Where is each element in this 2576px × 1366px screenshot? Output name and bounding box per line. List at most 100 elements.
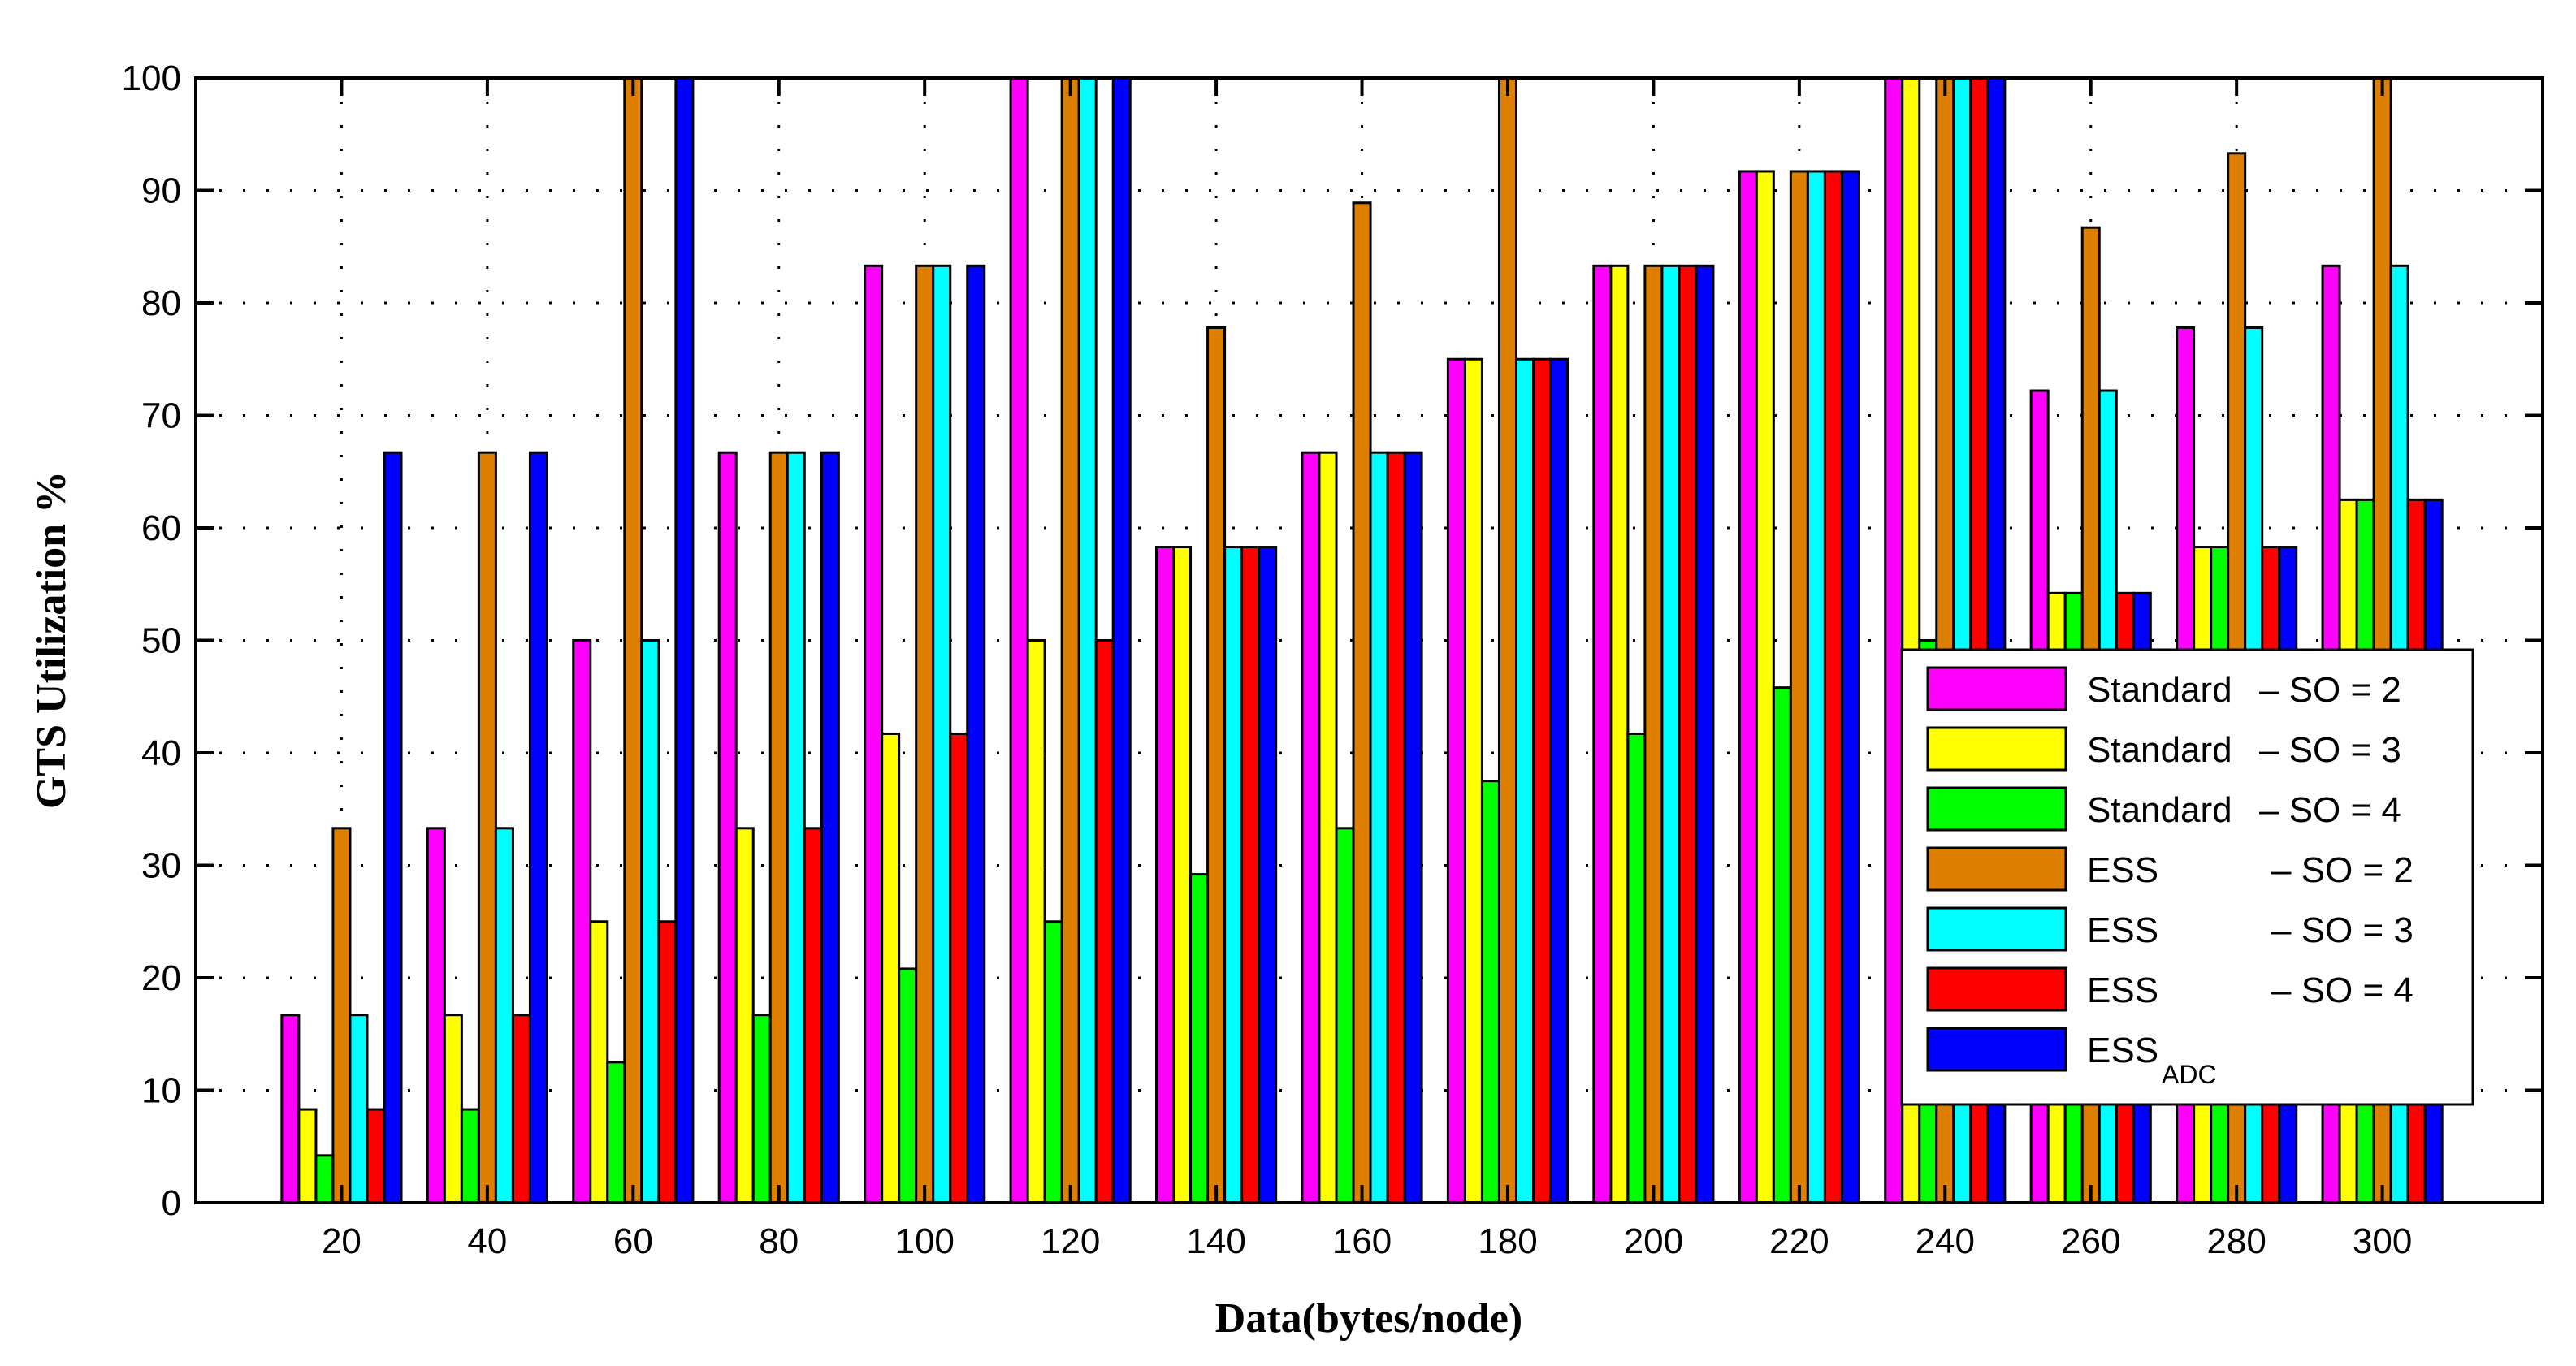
bar [477, 451, 497, 1204]
x-tick-label: 140 [1186, 1221, 1245, 1261]
bar [1206, 326, 1227, 1204]
bar [932, 264, 952, 1204]
x-tick-label: 220 [1769, 1221, 1829, 1261]
bar [1369, 451, 1389, 1204]
bar [511, 1014, 531, 1204]
bar [528, 451, 548, 1204]
x-tick-label: 180 [1478, 1221, 1537, 1261]
bar [966, 264, 986, 1204]
bar [331, 827, 352, 1204]
legend-label-subscript: ADC [2162, 1060, 2217, 1089]
x-tick-label: 300 [2353, 1221, 2412, 1261]
legend-swatch [1926, 846, 2067, 892]
y-tick-label: 40 [141, 733, 181, 773]
bar [1480, 780, 1500, 1204]
bar [1060, 76, 1080, 1204]
x-tick-label: 20 [322, 1221, 362, 1261]
bar [915, 264, 935, 1204]
legend-label: ESS [2087, 910, 2158, 950]
y-tick-label: 70 [141, 396, 181, 436]
bar [1695, 264, 1715, 1204]
bar [1823, 170, 1843, 1204]
bar [1155, 546, 1175, 1204]
bar [881, 732, 901, 1204]
bar [1497, 76, 1517, 1204]
x-tick-label: 240 [1916, 1221, 1975, 1261]
legend-swatch [1926, 906, 2067, 952]
y-tick-label: 20 [141, 958, 181, 998]
legend: Standard – SO = 2 Standard – SO = 3 Standard… [1900, 648, 2474, 1106]
legend-label-suffix: – SO = 2 [2271, 850, 2414, 890]
y-tick-label: 50 [141, 621, 181, 661]
bar [734, 827, 755, 1204]
bar [717, 451, 738, 1204]
x-tick-label: 60 [613, 1221, 653, 1261]
bar [949, 732, 969, 1204]
bar [1660, 264, 1681, 1204]
bar [1840, 170, 1860, 1204]
x-tick-label: 280 [2206, 1221, 2266, 1261]
bar [898, 967, 918, 1204]
bar [297, 1108, 318, 1204]
bar [366, 1108, 386, 1204]
legend-swatch [1926, 726, 2067, 772]
bar [1884, 76, 1904, 1204]
legend-label-suffix: – SO = 4 [2259, 790, 2401, 830]
bar [1172, 546, 1193, 1204]
legend-label-suffix: – SO = 4 [2271, 970, 2414, 1010]
legend-label: Standard [2087, 670, 2232, 710]
legend-label: Standard [2087, 790, 2232, 830]
x-tick-label: 100 [894, 1221, 954, 1261]
bar [623, 76, 643, 1204]
bar [1009, 76, 1029, 1204]
bar [1026, 639, 1046, 1204]
bar [1609, 264, 1630, 1204]
bar [1111, 76, 1132, 1204]
bar [383, 451, 403, 1204]
x-tick-label: 40 [467, 1221, 507, 1261]
legend-label-suffix: – SO = 2 [2259, 670, 2401, 710]
bar [1678, 264, 1698, 1204]
y-tick-label: 60 [141, 508, 181, 548]
bar [1335, 827, 1355, 1204]
bar [280, 1014, 301, 1204]
bar [1318, 451, 1338, 1204]
bar [460, 1108, 480, 1204]
bar [751, 1014, 772, 1204]
bar [349, 1014, 369, 1204]
bar [314, 1154, 335, 1204]
legend-swatch [1926, 666, 2067, 711]
bar [494, 827, 514, 1204]
bar [1643, 264, 1664, 1204]
y-tick-label: 80 [141, 283, 181, 323]
bar [1549, 357, 1569, 1204]
bar [1223, 546, 1244, 1204]
bar [1386, 451, 1406, 1204]
y-tick-label: 10 [141, 1071, 181, 1111]
y-axis-tick-labels: 0 10 20 30 40 50 60 70 80 90 100 [122, 58, 181, 1223]
bar [1514, 357, 1535, 1204]
bar [864, 264, 884, 1204]
bar [1077, 76, 1098, 1204]
bar [1258, 546, 1278, 1204]
y-tick-label: 90 [141, 171, 181, 211]
bar [1755, 170, 1775, 1204]
legend-label-suffix: – SO = 3 [2259, 730, 2401, 770]
bar [1626, 732, 1647, 1204]
bar [606, 1061, 626, 1204]
bar [572, 639, 592, 1204]
legend-swatch [1926, 786, 2067, 832]
bar [1094, 639, 1115, 1204]
x-tick-label: 120 [1041, 1221, 1100, 1261]
bar [1772, 686, 1792, 1204]
x-tick-label: 160 [1332, 1221, 1392, 1261]
bar [589, 920, 609, 1204]
bar [1240, 546, 1261, 1204]
legend-swatch [1926, 1027, 2067, 1072]
bar [1531, 357, 1552, 1204]
bar [674, 76, 695, 1204]
bar [1463, 357, 1483, 1204]
legend-label-suffix: – SO = 3 [2271, 910, 2414, 950]
bar [786, 451, 806, 1204]
